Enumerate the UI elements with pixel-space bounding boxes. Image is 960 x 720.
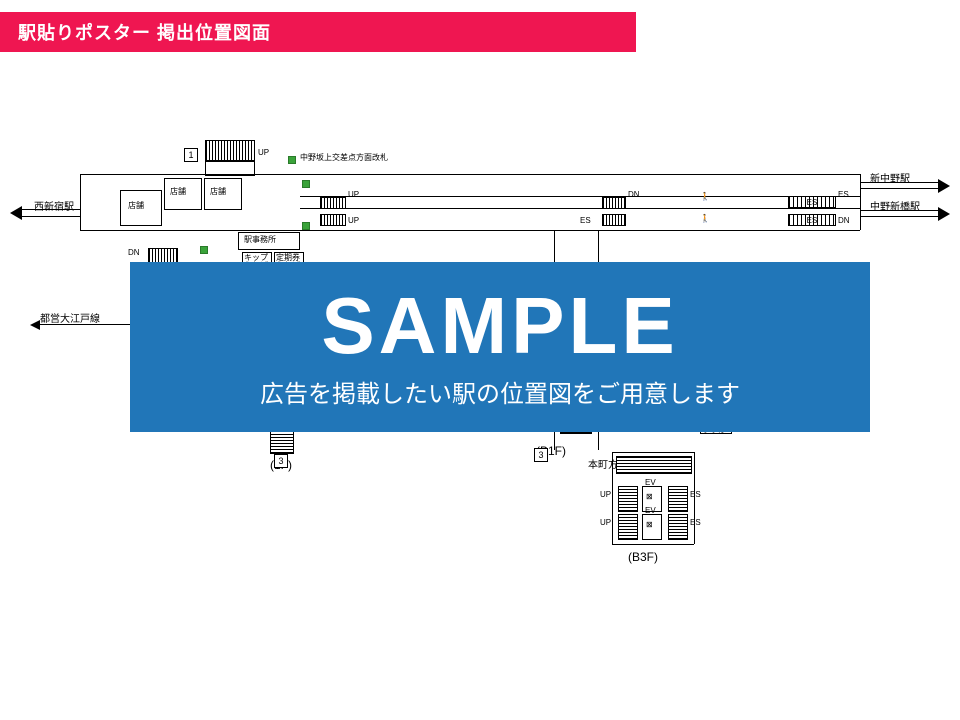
marker-1: 1 [184,148,198,162]
ev-1: EV [645,478,656,487]
gate-north: 中野坂上交差点方面改札 [300,152,388,163]
header-bar: 駅貼りポスター 掲出位置図面 [0,12,636,52]
overlay-subtitle: 広告を掲載したい駅の位置図をご用意します [260,374,740,409]
page-canvas: 駅貼りポスター 掲出位置図面 西新宿駅 新中野駅 中野新橋駅 店舗 店舗 店舗 [0,0,960,720]
shop-3: 店舗 [210,186,226,197]
es-s1: ES [690,490,701,499]
header-title: 駅貼りポスター 掲出位置図面 [18,19,271,45]
station-east-bottom: 中野新橋駅 [870,198,920,213]
marker-3-b: 3 [274,454,288,468]
office-1: 駅事務所 [244,234,276,245]
dn-r: DN [838,216,850,225]
up-b: UP [348,216,359,225]
shop-2: 店舗 [170,186,186,197]
up-1: UP [258,148,269,157]
ev-2: EV [645,506,656,515]
es-mid: ES [580,216,591,225]
station-west: 西新宿駅 [34,198,74,213]
overlay-title: SAMPLE [321,286,678,366]
floor-b3f: (B3F) [628,550,658,564]
sample-overlay: SAMPLE 広告を掲載したい駅の位置図をご用意します [130,262,870,432]
dn-lw: DN [128,248,140,257]
marker-3-a: 3 [534,448,548,462]
up-a: UP [348,190,359,199]
station-east-top: 新中野駅 [870,170,910,185]
up-s1: UP [600,490,611,499]
up-s2: UP [600,518,611,527]
es-r1: ES [838,190,849,199]
oedo-line: 都営大江戸線 [40,310,100,325]
shop-1: 店舗 [128,200,144,211]
dn-a: DN [628,190,640,199]
es-s2: ES [690,518,701,527]
